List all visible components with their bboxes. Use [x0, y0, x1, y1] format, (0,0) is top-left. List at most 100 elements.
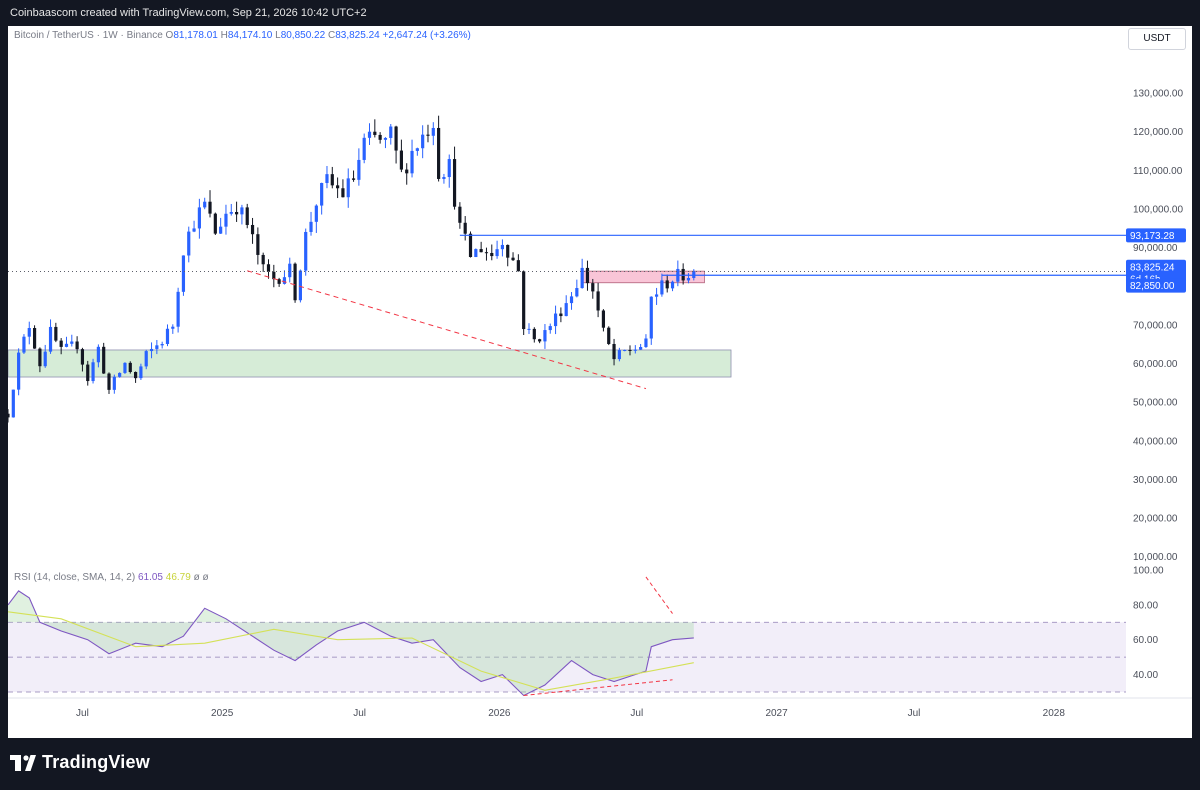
candle-body	[538, 339, 542, 342]
candle-body	[389, 126, 393, 138]
candle	[187, 226, 191, 263]
candle-body	[612, 343, 616, 360]
close-label: C	[327, 30, 336, 41]
candle-body	[623, 349, 627, 351]
candle-body	[229, 212, 233, 214]
candle	[91, 358, 95, 384]
rsi-legend-extra-2: ø	[202, 572, 209, 583]
candle-body	[261, 254, 265, 265]
candle	[383, 137, 388, 149]
candle-body	[102, 346, 106, 374]
candle-body	[181, 255, 186, 292]
candle	[394, 125, 398, 164]
candle	[341, 179, 345, 198]
candle-body	[266, 264, 271, 272]
candle-body	[479, 249, 483, 253]
candle-body	[107, 373, 111, 390]
candle	[591, 278, 595, 299]
candle	[149, 342, 154, 359]
candle	[426, 124, 430, 143]
candle-body	[458, 206, 462, 223]
x-tick-label-6: Jul	[908, 708, 921, 719]
candle-body	[654, 294, 659, 297]
candle	[633, 345, 637, 354]
candle-body	[585, 267, 590, 284]
rsi-sma-legend-value: 46.79	[165, 572, 191, 583]
candle	[670, 280, 675, 292]
candle	[357, 148, 361, 186]
candle	[192, 220, 196, 233]
candle	[213, 212, 217, 235]
candle	[437, 115, 441, 182]
candle	[266, 259, 271, 279]
rsi-line	[8, 590, 694, 697]
candle-body	[575, 288, 579, 297]
candle	[367, 123, 372, 145]
x-tick-label-0: Jul	[76, 708, 89, 719]
candle-body	[22, 336, 26, 353]
footer-bar: TradingView	[0, 738, 1200, 790]
candle	[235, 201, 239, 222]
candle-body	[293, 263, 297, 301]
candle-body	[224, 213, 228, 227]
x-tick-label-3: 2026	[488, 708, 511, 719]
candle	[32, 325, 37, 349]
candle	[500, 239, 505, 257]
candle	[8, 409, 10, 423]
brand-name: TradingView	[42, 752, 150, 772]
candles-layer	[8, 115, 696, 423]
candle	[601, 309, 606, 332]
candle	[11, 389, 15, 418]
candle-body	[346, 178, 350, 198]
chart-svg[interactable]: 130,000.00 120,000.00 110,000.00 100,000.00…	[8, 26, 1192, 738]
candle-body	[474, 249, 478, 258]
candle	[48, 319, 53, 354]
y-tick-label-5: 70,000.00	[1133, 320, 1178, 331]
y-tick-label-11: 10,000.00	[1133, 552, 1178, 563]
candle	[553, 305, 558, 335]
ohlc-legend: Bitcoin / TetherUS · 1W · Binance O81,17…	[14, 30, 471, 41]
candle-body	[288, 263, 292, 278]
rsi-support-trend-line	[523, 679, 673, 696]
candle	[399, 139, 403, 173]
candle	[176, 287, 180, 333]
candle	[490, 244, 494, 261]
candle	[452, 146, 457, 210]
candle	[59, 338, 63, 355]
candle	[410, 139, 414, 178]
support-price-tag-bg	[1126, 278, 1186, 293]
candle-body	[277, 279, 281, 284]
candle	[43, 344, 47, 368]
currency-button[interactable]: USDT	[1128, 28, 1186, 50]
y-tick-label-6: 60,000.00	[1133, 359, 1178, 370]
header-bar: Coinbaascom created with TradingView.com…	[0, 0, 1200, 26]
candle-body	[38, 348, 42, 367]
candle	[197, 198, 201, 239]
candle	[431, 122, 435, 146]
chart-panel[interactable]: Bitcoin / TetherUS · 1W · Binance O81,17…	[8, 26, 1192, 738]
candle-body	[362, 137, 366, 160]
support-zone	[8, 349, 732, 378]
candle-body	[553, 313, 558, 327]
candle-body	[442, 177, 446, 179]
candle-body	[628, 349, 632, 351]
candle-body	[298, 270, 302, 301]
candle	[623, 349, 627, 352]
candle-body	[160, 344, 164, 346]
candle-body	[133, 371, 138, 379]
candle	[660, 273, 664, 297]
candle-body	[426, 134, 430, 136]
candle-body	[48, 326, 53, 352]
candle-body	[506, 244, 510, 258]
candle-body	[304, 231, 308, 271]
candle-body	[245, 207, 249, 225]
candle-body	[80, 349, 85, 365]
candle	[96, 344, 100, 368]
candle	[543, 324, 547, 349]
candle	[415, 147, 419, 156]
candle	[80, 347, 85, 372]
rsi-legend: RSI (14, close, SMA, 14, 2) 61.05 46.79 …	[14, 572, 209, 583]
candle-body	[500, 244, 505, 250]
candle-body	[314, 205, 318, 222]
candle	[107, 372, 111, 394]
